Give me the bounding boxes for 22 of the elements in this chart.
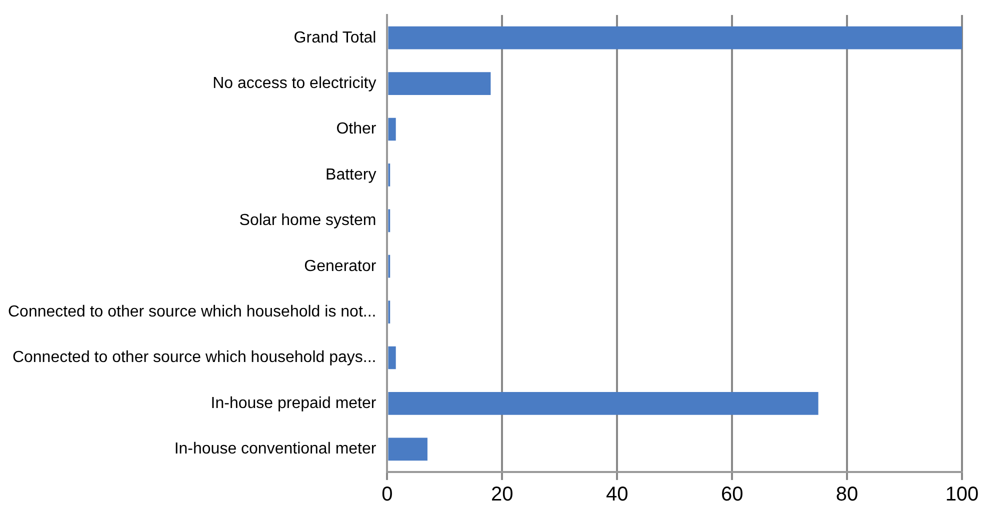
bar: [388, 346, 396, 370]
y-tick-label: Generator: [304, 258, 377, 275]
y-tick-label: In-house conventional meter: [174, 440, 377, 458]
x-tick-label: 60: [720, 484, 744, 506]
y-tick-label: In-house prepaid meter: [210, 394, 377, 412]
y-tick-label: Other: [336, 120, 377, 138]
y-tick-label: Grand Total: [294, 29, 376, 46]
y-tick-label: No access to electricity: [212, 74, 376, 92]
x-tick-label: 100: [945, 484, 979, 506]
y-tick-label: Battery: [326, 166, 376, 184]
y-tick-label: Solar home system: [239, 212, 376, 230]
x-tick-label: 20: [491, 484, 514, 506]
y-tick-label: Connected to other source which household pays...: [12, 349, 376, 366]
x-tick-label: 0: [382, 484, 393, 506]
bar: [388, 72, 491, 95]
y-tick-label: Connected to other source which household is not...: [8, 303, 376, 320]
bar: [388, 26, 962, 50]
bar: [388, 118, 396, 141]
x-tick-label: 40: [606, 484, 628, 506]
bar: [388, 392, 818, 415]
x-tick-label: 80: [836, 484, 858, 506]
bar: [388, 438, 428, 461]
